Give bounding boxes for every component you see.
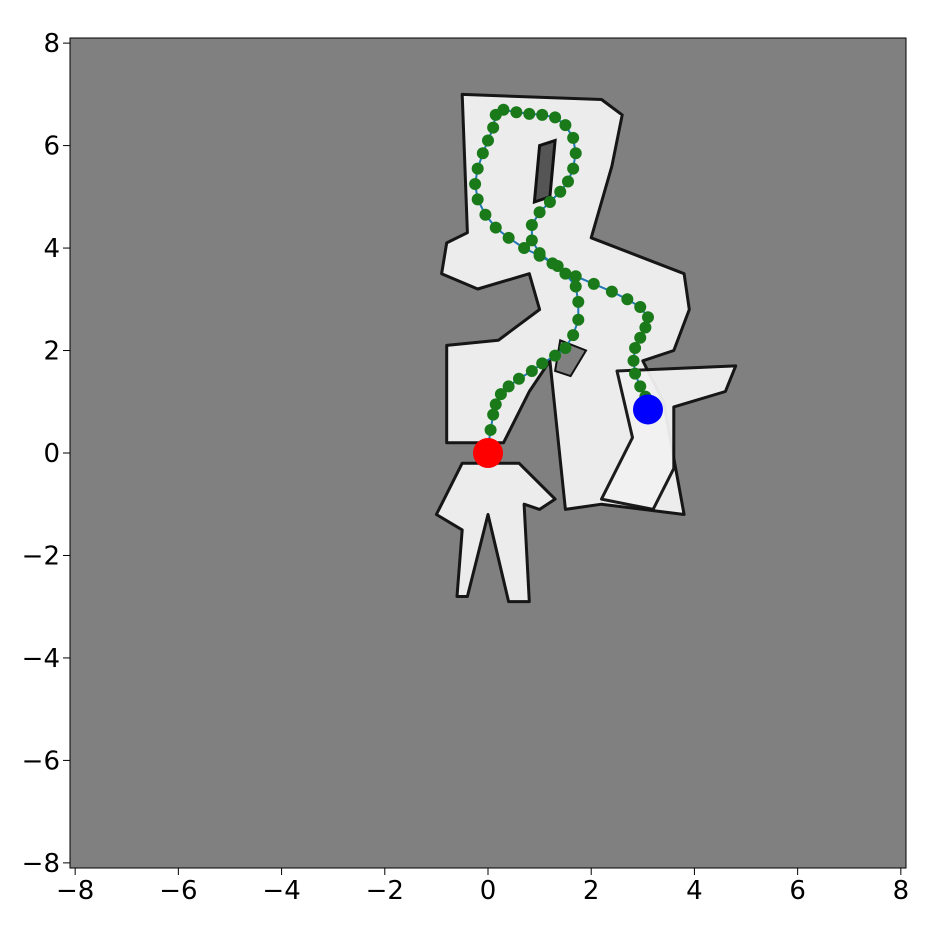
x-tick-label: 8 (893, 876, 910, 906)
path-point (533, 249, 546, 262)
path-point (629, 367, 642, 380)
path-point (489, 108, 502, 121)
endpoints (473, 394, 663, 468)
path-point (634, 380, 647, 393)
path-point (639, 321, 652, 334)
path-point (525, 365, 538, 378)
planned-path (469, 103, 654, 454)
path-point (629, 341, 642, 354)
path-point (641, 311, 654, 324)
path-point (518, 242, 531, 255)
path-point (567, 131, 580, 144)
path-point (525, 234, 538, 247)
path-point (569, 147, 582, 160)
path-point (536, 108, 549, 121)
path-point (502, 231, 515, 244)
path-point (549, 111, 562, 124)
x-tick-label: −8 (56, 876, 94, 906)
path-point (559, 267, 572, 280)
y-tick-label: 4 (43, 234, 60, 264)
path-point (605, 285, 618, 298)
path-point (523, 107, 536, 120)
path-point (634, 300, 647, 313)
path-point (559, 119, 572, 132)
path-point (502, 380, 515, 393)
x-tick-label: 0 (480, 876, 497, 906)
path-point (572, 313, 585, 326)
path-point (561, 175, 574, 188)
y-tick-label: −6 (22, 746, 60, 776)
path-point (471, 162, 484, 175)
path-point (627, 354, 640, 367)
path-point (479, 208, 492, 221)
path-point (533, 206, 546, 219)
x-tick-label: −2 (366, 876, 404, 906)
path-point (476, 147, 489, 160)
path-point (554, 185, 567, 198)
path-point (489, 221, 502, 234)
y-tick-label: 2 (43, 337, 60, 367)
path-point (569, 280, 582, 293)
y-tick-label: 0 (43, 439, 60, 469)
x-tick-label: −6 (159, 876, 197, 906)
path-point (572, 295, 585, 308)
path-point (634, 331, 647, 344)
path-point (487, 121, 500, 134)
x-tick-label: −4 (262, 876, 300, 906)
path-point (569, 270, 582, 283)
occupancy-map (434, 92, 738, 604)
y-tick-label: 8 (43, 29, 60, 59)
path-point (536, 357, 549, 370)
path-point (525, 219, 538, 232)
path-point (494, 388, 507, 401)
path-point (489, 398, 502, 411)
path-point (549, 349, 562, 362)
path-point (567, 162, 580, 175)
free-space-region (434, 461, 557, 604)
y-tick-label: 6 (43, 132, 60, 162)
path-point (567, 329, 580, 342)
y-tick-label: −2 (22, 541, 60, 571)
path-point (510, 106, 523, 119)
start-point (473, 438, 503, 468)
path-point (559, 341, 572, 354)
y-tick-label: −8 (22, 849, 60, 879)
path-point (512, 372, 525, 385)
x-tick-label: 6 (789, 876, 806, 906)
path-point (484, 423, 497, 436)
path-point (471, 193, 484, 206)
y-tick-label: −4 (22, 644, 60, 674)
goal-point (632, 394, 663, 425)
path-point (469, 178, 482, 191)
path-point (551, 259, 564, 272)
path-point (482, 134, 494, 147)
path-point (543, 195, 556, 208)
free-space-region (600, 364, 738, 511)
x-tick-label: 4 (686, 876, 703, 906)
path-point (487, 408, 500, 421)
axes: −8 −6 −4 −2 0 2 4 6 8 −8 −6 −4 −2 0 2 4 6 8 (22, 29, 909, 906)
path-point (587, 277, 600, 290)
x-tick-label: 2 (583, 876, 600, 906)
path-point (621, 293, 634, 306)
